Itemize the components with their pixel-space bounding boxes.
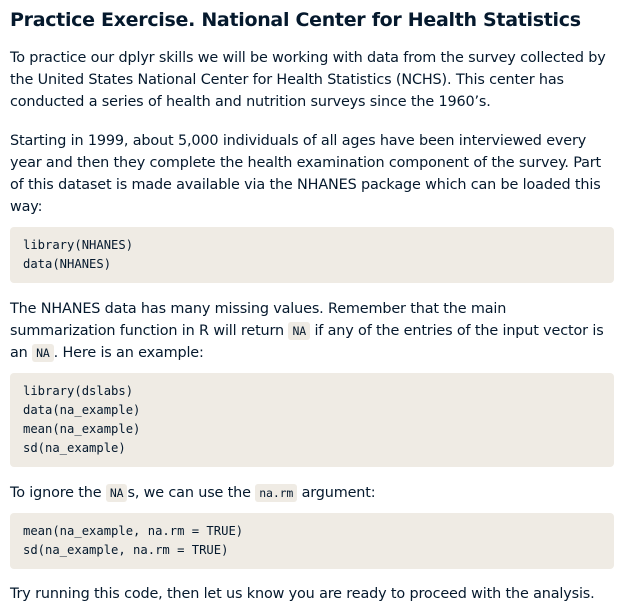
text-segment: The NHANES data has many missing values.… [10, 301, 507, 339]
inline-code-na: NA [32, 344, 54, 362]
text-segment: argument: [297, 485, 376, 501]
ignore-na-paragraph: To ignore the NA s, we can use the na.rm … [10, 482, 614, 504]
page-title: Practice Exercise. National Center for H… [10, 9, 581, 31]
text-segment: s, we can use the [127, 485, 256, 501]
code-line: data(na_example) [23, 403, 141, 417]
starting-paragraph: Starting in 1999, about 5,000 individual… [10, 133, 602, 215]
intro-paragraph: To practice our dplyr skills we will be … [10, 50, 606, 110]
closing-paragraph: Try running this code, then let us know … [10, 586, 595, 602]
inline-code-na-rm: na.rm [255, 484, 298, 502]
text-segment: To ignore the [10, 485, 106, 501]
code-block-load-nhanes[interactable]: library(NHANES) data(NHANES) [10, 227, 614, 283]
code-block-na-example[interactable]: library(dslabs) data(na_example) mean(na_e… [10, 373, 614, 467]
code-line: sd(na_example, na.rm = TRUE) [23, 543, 229, 557]
inline-code-na: NA [105, 484, 128, 502]
code-line: library(dslabs) [23, 384, 134, 398]
text-segment: . Here is an example: [53, 345, 204, 361]
code-line: library(NHANES) [23, 238, 134, 252]
inline-code-na: NA [288, 322, 311, 340]
code-line: mean(na_example) [23, 422, 141, 436]
code-block-na-rm[interactable]: mean(na_example, na.rm = TRUE) sd(na_exam… [10, 513, 614, 569]
code-line: mean(na_example, na.rm = TRUE) [23, 524, 244, 538]
missing-values-paragraph: The NHANES data has many missing values.… [10, 298, 614, 364]
code-line: sd(na_example) [23, 441, 126, 455]
code-line: data(NHANES) [23, 257, 112, 271]
text-segment: if any of the entries of the input vecto… [10, 323, 604, 361]
